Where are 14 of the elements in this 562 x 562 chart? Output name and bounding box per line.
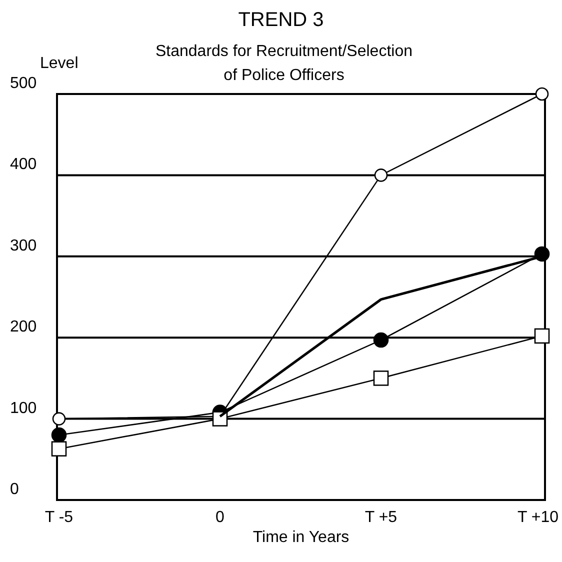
y-tick-label: 400: [10, 156, 37, 174]
y-tick-label: 0: [10, 481, 19, 498]
y-tick-label: 100: [10, 400, 37, 417]
x-tick-label: T +10: [517, 509, 559, 526]
y-tick-label: 300: [10, 237, 37, 254]
chart-title: TREND 3: [238, 9, 324, 31]
y-axis-title: Level: [40, 55, 78, 72]
x-tick-label: T -5: [44, 509, 74, 526]
x-axis-title: Time in Years: [252, 529, 350, 546]
x-tick-label: 0: [216, 509, 225, 526]
chart-subtitle: Standards for Recruitment/Selection of Police Officers: [155, 43, 413, 84]
y-tick-label: 200: [10, 318, 37, 336]
y-tick-label: 500: [10, 75, 37, 92]
x-tick-label: T +5: [364, 509, 398, 526]
